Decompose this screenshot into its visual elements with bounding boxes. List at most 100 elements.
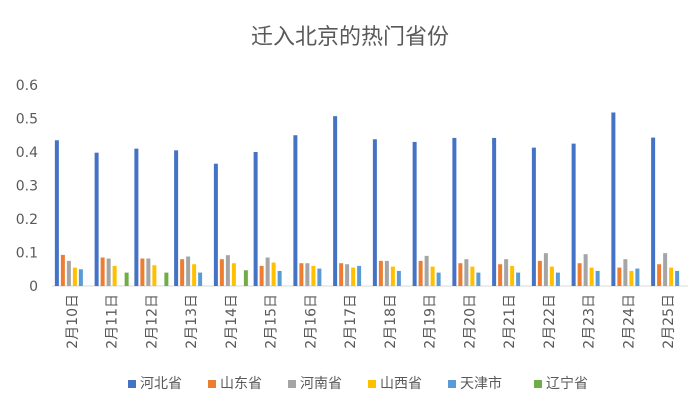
x-tick-label: 2月23日: [582, 294, 598, 349]
legend-label: 天津市: [460, 375, 502, 392]
bar: [675, 270, 680, 286]
x-tick-label: 2月19日: [423, 294, 439, 349]
y-tick-label: 0.3: [16, 179, 38, 195]
x-tick-label: 2月17日: [343, 294, 359, 349]
y-tick-label: 0.5: [16, 112, 38, 128]
bar: [384, 260, 389, 286]
bar: [663, 253, 668, 286]
bar: [549, 266, 554, 286]
x-tick-label: 2月10日: [65, 294, 81, 349]
bar: [543, 253, 548, 286]
bar: [635, 268, 640, 286]
x-tick-label: 2月12日: [144, 294, 160, 349]
bar: [430, 266, 435, 286]
bar: [589, 267, 594, 286]
bar: [271, 262, 276, 286]
bar: [198, 272, 203, 286]
bar: [146, 258, 151, 286]
bar: [396, 270, 401, 286]
bar: [72, 267, 77, 286]
legend-swatch: [208, 380, 216, 388]
bar: [510, 265, 515, 286]
bar: [372, 139, 377, 286]
bar: [317, 268, 322, 286]
x-tick-label: 2月24日: [621, 294, 637, 349]
bar: [617, 267, 622, 286]
bar: [94, 152, 99, 286]
bar: [339, 263, 344, 286]
chart-title: 迁入北京的热门省份: [251, 25, 449, 50]
bar: [452, 137, 457, 286]
bar: [351, 267, 356, 286]
bar: [305, 263, 310, 286]
bar: [54, 140, 59, 286]
bar: [537, 260, 542, 286]
x-tick-label: 2月22日: [542, 294, 558, 349]
bar: [152, 265, 157, 286]
bar: [100, 257, 105, 286]
legend-label: 山东省: [220, 376, 262, 392]
bar: [657, 264, 662, 286]
x-tick-label: 2月15日: [264, 294, 280, 349]
bar: [464, 259, 469, 286]
bar: [623, 259, 628, 286]
x-axis: 2月10日 2月11日 2月12日 2月13日 2月14日 2月15日 2月16日 2月17日…: [65, 294, 677, 349]
bar: [424, 255, 429, 286]
bar: [112, 265, 117, 286]
bar: [333, 116, 338, 286]
bar: [583, 254, 588, 286]
bar: [555, 272, 560, 286]
bar: [231, 263, 236, 286]
bar: [293, 135, 298, 286]
bar: [571, 143, 576, 286]
bar: [219, 259, 224, 286]
legend-swatch: [128, 380, 136, 388]
bar: [651, 137, 656, 286]
bar: [629, 270, 634, 286]
bar: [259, 265, 264, 286]
y-tick-label: 0: [29, 279, 38, 295]
y-axis: 0 0.1 0.2 0.3 0.4 0.5 0.6: [16, 78, 688, 295]
bar: [390, 266, 395, 286]
legend-swatch: [534, 380, 542, 388]
bar: [78, 269, 83, 286]
bar: [412, 141, 417, 286]
bar: [458, 263, 463, 286]
bar: [243, 270, 248, 286]
bar: [595, 270, 600, 286]
bar: [265, 257, 270, 286]
bar: [192, 264, 197, 286]
bar: [277, 270, 282, 286]
legend-label: 山西省: [380, 376, 422, 392]
legend-label: 河北省: [140, 376, 182, 392]
bar: [66, 260, 71, 286]
bar: [577, 263, 582, 286]
bar: [611, 112, 616, 286]
bar: [164, 272, 169, 286]
y-tick-label: 0.6: [16, 78, 38, 94]
x-tick-label: 2月21日: [502, 294, 518, 349]
bar: [531, 147, 536, 286]
x-tick-label: 2月25日: [661, 294, 677, 349]
x-tick-label: 2月16日: [303, 294, 319, 349]
legend-swatch: [448, 380, 456, 388]
bar: [669, 267, 674, 286]
y-tick-label: 0.2: [16, 212, 38, 228]
bar: [357, 265, 362, 286]
bar: [476, 272, 481, 286]
bar: [106, 258, 111, 286]
bar: [60, 254, 65, 286]
x-tick-label: 2月18日: [383, 294, 399, 349]
bars: [54, 112, 680, 286]
bar: [225, 255, 230, 286]
legend-swatch: [368, 380, 376, 388]
bar: [516, 272, 521, 286]
bar: [311, 265, 316, 286]
bar: [186, 256, 191, 286]
bar: [418, 260, 423, 286]
bar: [378, 260, 383, 286]
bar: [140, 258, 145, 286]
legend-swatch: [288, 380, 296, 388]
bar: [253, 152, 258, 286]
